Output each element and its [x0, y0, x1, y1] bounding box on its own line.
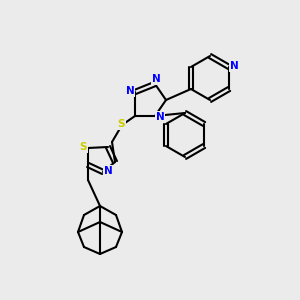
Text: S: S: [117, 119, 125, 129]
Text: N: N: [152, 74, 160, 84]
Text: S: S: [79, 142, 87, 152]
Text: N: N: [156, 112, 164, 122]
Text: N: N: [103, 166, 112, 176]
Text: N: N: [230, 61, 239, 71]
Text: N: N: [126, 86, 134, 96]
